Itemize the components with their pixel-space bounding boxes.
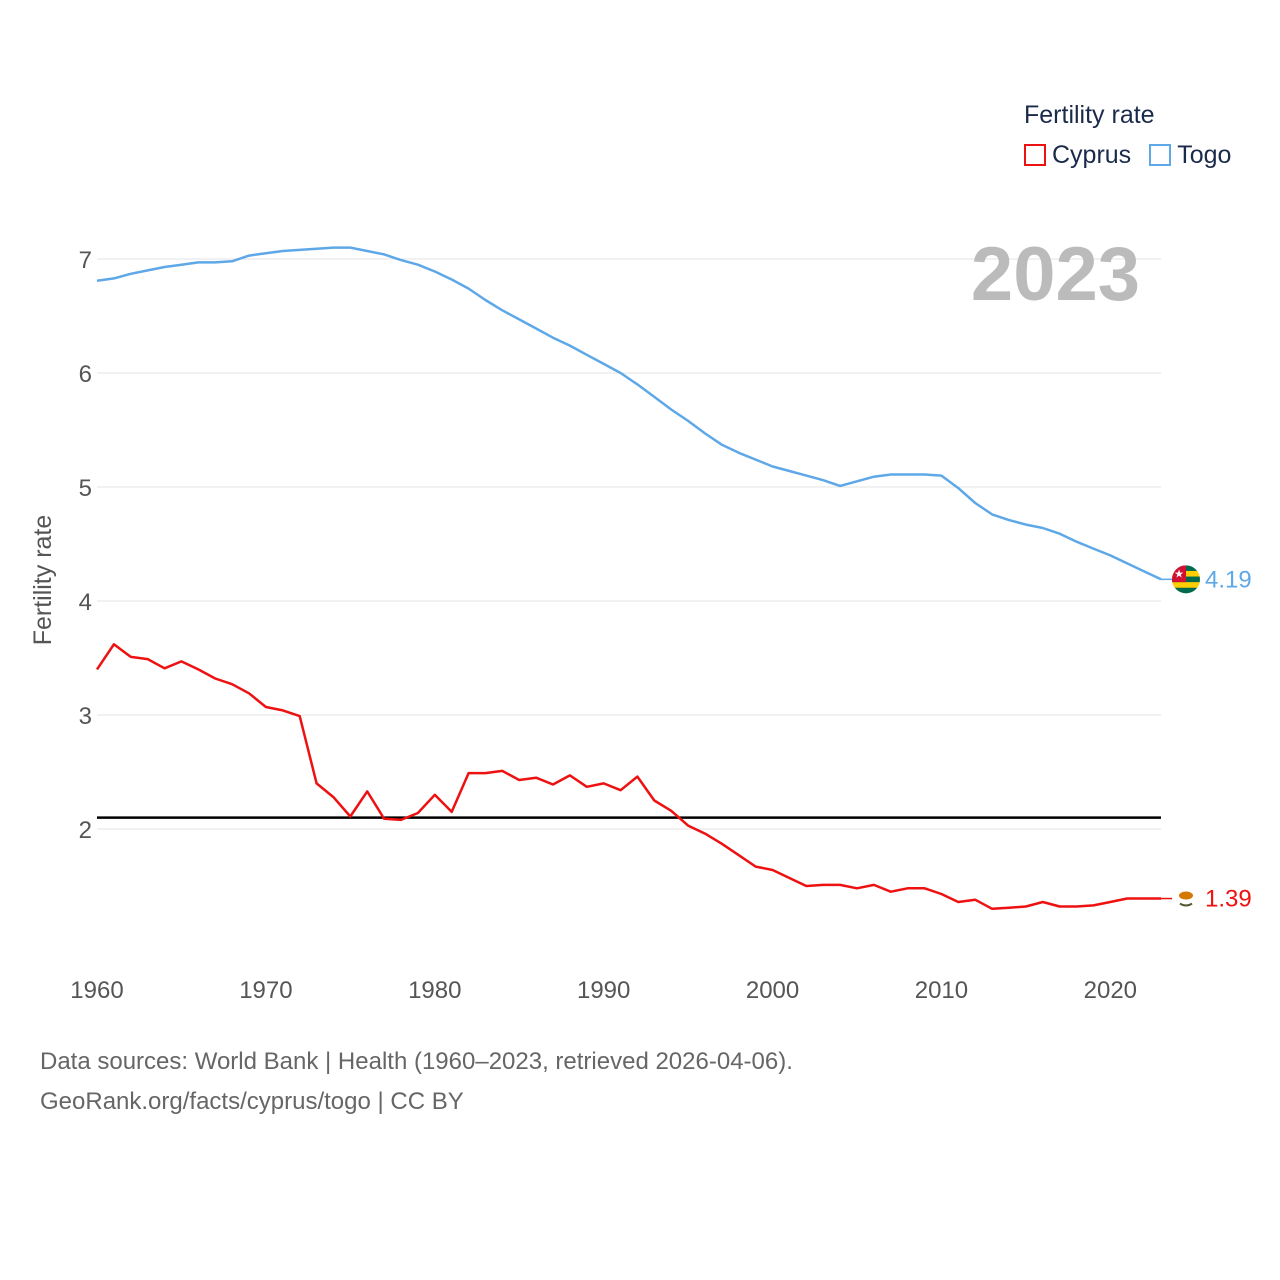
x-tick-label: 1970	[239, 977, 292, 1004]
y-tick-label: 6	[79, 361, 92, 388]
y-tick-label: 5	[79, 475, 92, 502]
x-tick-label: 2000	[746, 977, 799, 1004]
legend-label-togo: Togo	[1177, 141, 1232, 169]
footer: Data sources: World Bank | Health (1960–…	[40, 1042, 793, 1122]
year-display: 2023	[971, 232, 1140, 317]
x-tick-label: 2010	[915, 977, 968, 1004]
end-value-label-cyprus: 1.39	[1205, 886, 1252, 913]
x-tick-label: 1960	[70, 977, 123, 1004]
legend-item-togo[interactable]: Togo	[1149, 140, 1231, 170]
y-tick-label: 7	[79, 247, 92, 274]
togo-flag-icon: ★	[1172, 565, 1200, 594]
y-axis-ticks: 2 3 4 5 6 7	[79, 247, 92, 844]
y-axis-label: Fertility rate	[29, 515, 57, 646]
y-tick-label: 3	[79, 703, 92, 730]
series-line-cyprus	[95, 643, 1161, 911]
y-tick-label: 2	[79, 817, 92, 844]
svg-text:★: ★	[1174, 568, 1184, 581]
legend-label-cyprus: Cyprus	[1052, 141, 1132, 169]
legend-swatch-cyprus	[1024, 144, 1046, 166]
legend-item-cyprus[interactable]: Cyprus	[1024, 140, 1131, 170]
x-tick-label: 2020	[1084, 977, 1137, 1004]
x-tick-label: 1990	[577, 977, 630, 1004]
y-tick-label: 4	[79, 589, 92, 616]
cyprus-flag-icon	[1172, 884, 1200, 913]
legend-swatch-togo	[1149, 144, 1172, 166]
x-axis-ticks: 1960 1970 1980 1990 2000 2010 2020	[70, 977, 1137, 1004]
x-tick-label: 1980	[408, 977, 461, 1004]
series-lines	[95, 246, 1162, 911]
end-value-label-togo: 4.19	[1205, 566, 1252, 593]
series-line-togo	[96, 246, 1162, 581]
data-sources-text: Data sources: World Bank | Health (1960–…	[40, 1048, 793, 1075]
legend: Fertility rate Cyprus Togo	[1024, 100, 1231, 170]
end-markers: ★ 4.19 1.39	[1161, 565, 1252, 913]
attribution-link[interactable]: GeoRank.org/facts/cyprus/togo | CC BY	[40, 1088, 464, 1115]
gridlines	[97, 258, 1161, 830]
legend-title: Fertility rate	[1024, 101, 1155, 129]
